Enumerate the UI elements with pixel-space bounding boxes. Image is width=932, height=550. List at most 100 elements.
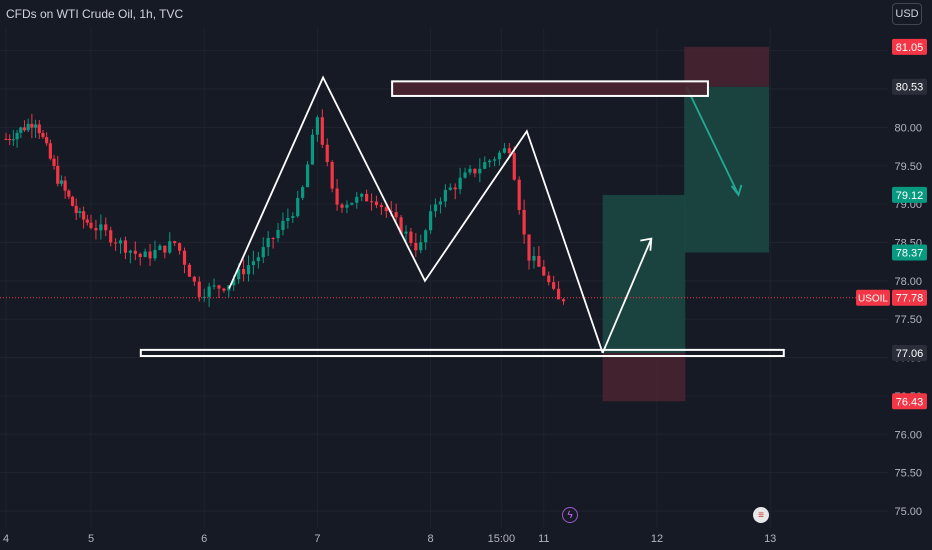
price-label-badge bbox=[892, 244, 927, 261]
price-label-badge bbox=[892, 38, 927, 55]
y-tick-label: 80.00 bbox=[894, 122, 922, 134]
candle-body bbox=[488, 160, 492, 163]
candle-body bbox=[463, 172, 467, 178]
candle-body bbox=[41, 133, 45, 138]
lightning-icon[interactable]: ϟ bbox=[562, 507, 578, 523]
candle-body bbox=[458, 177, 462, 190]
price-label-text: 76.43 bbox=[896, 396, 924, 408]
candle-body bbox=[89, 222, 93, 229]
price-label-text: 80.53 bbox=[896, 82, 924, 94]
candle-body bbox=[177, 243, 182, 251]
candle-body bbox=[305, 164, 310, 188]
candle-body bbox=[212, 285, 216, 287]
y-tick-label: 78.00 bbox=[894, 276, 922, 288]
support-rectangle bbox=[139, 348, 785, 358]
price-label-badge bbox=[892, 186, 927, 203]
candle-body bbox=[133, 250, 137, 254]
symbol-tag-badge bbox=[856, 289, 890, 306]
candle-body bbox=[542, 266, 546, 276]
candle-body bbox=[52, 158, 56, 166]
candle-body bbox=[404, 231, 408, 234]
candle-body bbox=[182, 250, 187, 265]
x-tick-label: 11 bbox=[538, 533, 549, 545]
candle-body bbox=[315, 117, 319, 135]
candle-body bbox=[74, 205, 78, 214]
short-stop-zone bbox=[684, 46, 770, 87]
candle-body bbox=[173, 241, 177, 244]
candle-body bbox=[286, 217, 290, 221]
candle-body bbox=[507, 148, 511, 154]
candle-body bbox=[281, 220, 285, 230]
candle-body bbox=[123, 240, 128, 253]
candle-body bbox=[379, 205, 383, 208]
candle-body bbox=[374, 201, 379, 206]
us-flag-icon[interactable]: ≡ bbox=[753, 507, 769, 523]
candle-body bbox=[232, 279, 236, 286]
candle-body bbox=[478, 168, 482, 174]
candle-body bbox=[556, 288, 561, 300]
candle-body bbox=[158, 245, 162, 250]
x-tick-label: 4 bbox=[3, 533, 9, 545]
price-label-text: 81.05 bbox=[896, 42, 924, 54]
candle-body bbox=[429, 211, 433, 231]
candle-body bbox=[532, 255, 536, 261]
candle-body bbox=[70, 196, 75, 206]
candle-body bbox=[522, 209, 526, 235]
candle-body bbox=[187, 264, 192, 277]
candle-body bbox=[345, 204, 349, 208]
candle-body bbox=[37, 124, 41, 134]
candle-body bbox=[502, 148, 507, 153]
price-label-badge bbox=[892, 344, 927, 361]
candle-body bbox=[109, 230, 113, 243]
candle-body bbox=[335, 188, 339, 205]
candlesticks bbox=[4, 109, 566, 307]
candle-body bbox=[443, 189, 447, 202]
long-arrow bbox=[601, 238, 653, 354]
candle-body bbox=[320, 117, 324, 145]
long-stop-zone bbox=[602, 352, 686, 402]
candle-body bbox=[433, 204, 438, 212]
candle-body bbox=[241, 269, 246, 275]
candle-body bbox=[153, 249, 157, 259]
candle-body bbox=[365, 193, 369, 202]
candle-body bbox=[143, 251, 147, 258]
x-tick-label: 15:00 bbox=[488, 533, 516, 545]
candle-body bbox=[409, 231, 413, 243]
candle-body bbox=[85, 219, 89, 223]
candle-body bbox=[547, 275, 551, 283]
candle-body bbox=[468, 168, 472, 173]
candle-body bbox=[517, 179, 521, 210]
candle-body bbox=[296, 197, 300, 217]
candle-body bbox=[246, 265, 251, 275]
candle-body bbox=[99, 224, 103, 231]
y-tick-label: 79.50 bbox=[894, 161, 922, 173]
y-tick-label: 75.50 bbox=[894, 468, 922, 480]
price-axis[interactable]: 75.0075.5076.0076.5077.0077.5078.0078.50… bbox=[856, 0, 932, 550]
candle-body bbox=[63, 180, 67, 191]
currency-button[interactable]: USD bbox=[892, 3, 922, 25]
candle-body bbox=[394, 212, 398, 218]
candle-body bbox=[114, 242, 118, 244]
long-arrowhead bbox=[640, 237, 653, 251]
candle-body bbox=[30, 123, 34, 128]
candle-body bbox=[67, 190, 71, 197]
candle-body bbox=[552, 282, 556, 289]
candle-body bbox=[104, 224, 108, 231]
candle-body bbox=[59, 180, 64, 184]
candle-body bbox=[48, 143, 52, 159]
candle-body bbox=[561, 299, 566, 302]
candle-body bbox=[291, 216, 295, 218]
candle-body bbox=[197, 281, 201, 297]
zigzag-pattern-line bbox=[228, 75, 604, 354]
candle-body bbox=[497, 152, 502, 160]
y-tick-label: 75.00 bbox=[894, 506, 922, 518]
candle-body bbox=[419, 242, 423, 251]
price-label-text: 79.12 bbox=[896, 190, 924, 202]
candle-body bbox=[266, 237, 270, 248]
drawings[interactable] bbox=[139, 75, 785, 358]
candle-body bbox=[310, 134, 315, 165]
candle-body bbox=[301, 187, 305, 198]
candle-body bbox=[217, 285, 221, 289]
time-axis[interactable]: 4 5 6 7 8 15:00 11 12 13 bbox=[3, 533, 776, 545]
